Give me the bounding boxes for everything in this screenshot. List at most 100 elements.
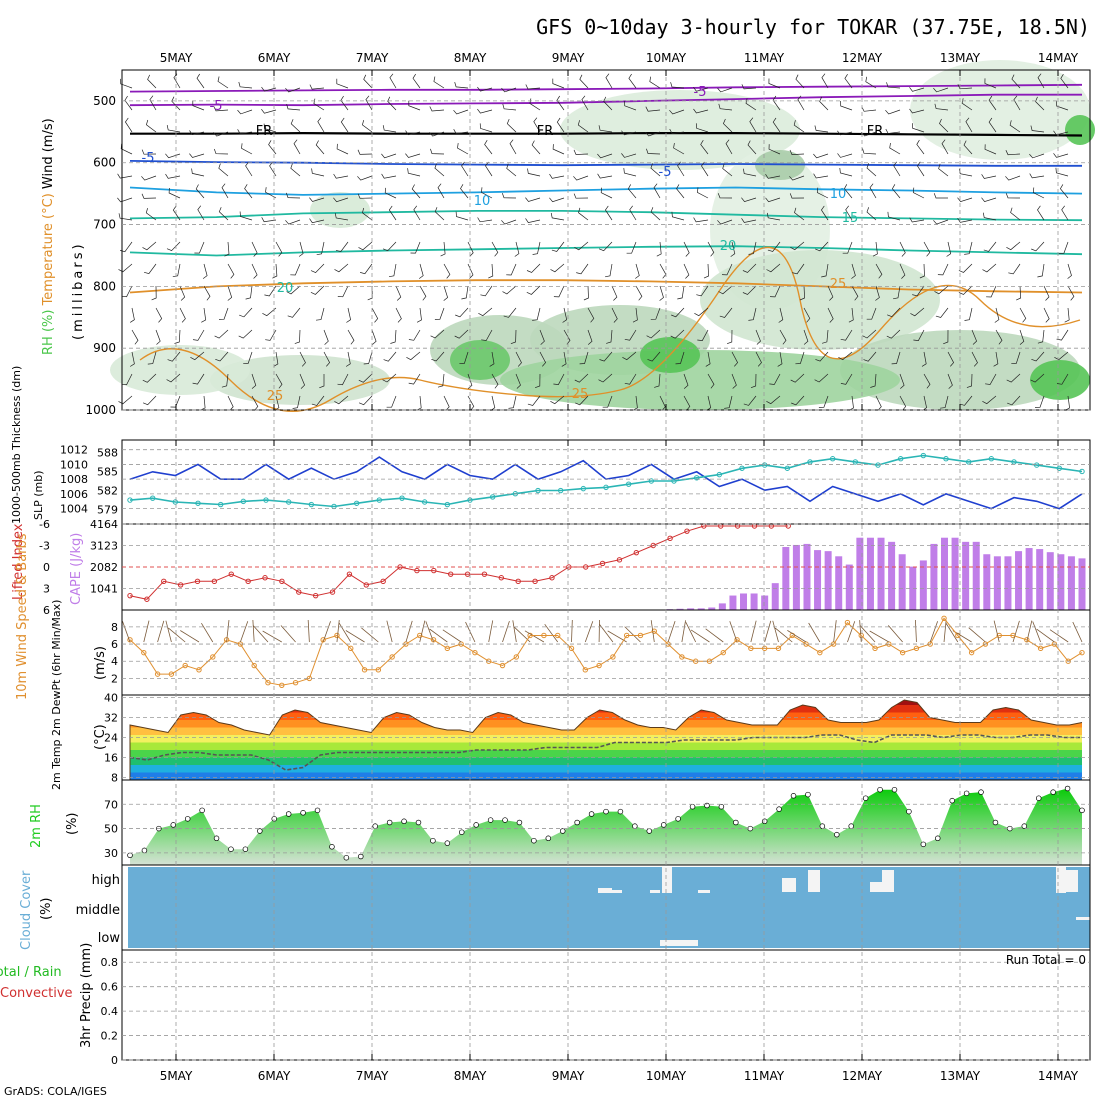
thickness-point: [875, 462, 881, 468]
temperature-band: [130, 700, 1082, 705]
rh-point: [343, 854, 350, 861]
rh-point: [487, 817, 494, 823]
rh-point: [473, 822, 479, 828]
rh-point: [689, 803, 696, 810]
panel-frame-thickness: [121, 439, 1091, 525]
thickness-point: [172, 499, 179, 505]
thickness-point: [149, 495, 156, 501]
rh-point: [459, 829, 465, 835]
rh-point: [733, 819, 739, 826]
lifted-tick: 0: [43, 561, 50, 574]
rh-shade: [1065, 115, 1095, 145]
cloud-level-label: middle: [76, 903, 120, 918]
wind-speed-point: [1079, 649, 1085, 656]
cape-bar: [898, 554, 906, 610]
thickness-point: [285, 499, 292, 505]
lifted-tick: 3: [43, 583, 50, 596]
contour-label: 25: [572, 387, 589, 402]
cloud-cover-bar: [660, 940, 698, 946]
x-tick-bottom: 13MAY: [940, 1069, 981, 1083]
lifted-point: [667, 535, 673, 542]
cape-tick: 2082: [90, 561, 118, 574]
cloud-cover-bar: [662, 867, 672, 893]
cloud-level-label: low: [98, 931, 121, 946]
thickness-point: [444, 501, 451, 508]
cape-bar: [824, 551, 832, 610]
rh-point: [141, 847, 148, 854]
rh-point: [242, 846, 249, 852]
cloud-level-label: high: [92, 873, 120, 888]
cape-bar: [1015, 551, 1023, 610]
temperature-band: [130, 712, 1082, 720]
rh-shade: [700, 250, 940, 350]
rh-point: [170, 822, 177, 828]
lifted-tick: -6: [39, 518, 50, 531]
cloud-cover-bar: [598, 888, 612, 893]
wind-speed-point: [872, 645, 878, 652]
cloud-units: (%): [39, 898, 54, 921]
rh-point: [329, 844, 335, 850]
cape-bar: [845, 564, 853, 610]
wind-tick: 4: [111, 655, 118, 668]
thickness-point: [489, 494, 496, 500]
pressure-tick: 700: [93, 218, 116, 232]
temperature-contour-7: [129, 279, 1083, 294]
cape-bar: [750, 593, 758, 610]
thickness-point: [1033, 462, 1040, 468]
temp-tick: 32: [104, 712, 118, 725]
contour-label: FR: [537, 124, 554, 139]
rh-point: [646, 828, 653, 834]
x-tick-top: 7MAY: [356, 51, 389, 65]
cape-bar: [687, 608, 695, 610]
cape-bar: [972, 541, 980, 610]
cape-bar: [676, 608, 684, 610]
upper-air-ylabel-part: Wind (m/s): [41, 118, 56, 189]
cloud-cover-bar: [698, 890, 710, 893]
rh-point: [776, 806, 782, 812]
wind-speed-point: [817, 649, 823, 656]
lifted-point: [633, 549, 640, 556]
wind-speed-point: [472, 649, 478, 656]
slp-tick: 1004: [60, 503, 88, 516]
temperature-band: [130, 772, 1082, 780]
thickness-point: [784, 465, 791, 471]
rh-point: [805, 791, 811, 798]
rh-shade: [840, 330, 1080, 410]
rh-area: [130, 788, 1082, 865]
x-tick-bottom: 6MAY: [258, 1069, 291, 1083]
rh-point: [213, 835, 220, 842]
x-tick-top: 13MAY: [940, 51, 981, 65]
wind-speed-point: [348, 645, 354, 652]
cape-bar: [835, 556, 843, 610]
upper-air-axis-label: (millibars): [71, 241, 86, 340]
thickness-point: [217, 501, 224, 508]
x-tick-top: 11MAY: [744, 51, 785, 65]
wind-speed-point: [844, 619, 851, 626]
temp-tick: 16: [104, 752, 118, 765]
wind-speed-point: [568, 645, 575, 652]
precip-tick: 0.6: [101, 981, 119, 994]
cape-bar: [993, 556, 1001, 610]
rh-point: [314, 807, 321, 814]
x-tick-top: 10MAY: [646, 51, 687, 65]
pressure-tick: 800: [93, 279, 116, 293]
temperature-band: [130, 735, 1082, 743]
upper-air-ylabel-part: Temperature (°C): [41, 189, 56, 306]
rh-point: [718, 803, 725, 810]
thickness-point: [353, 500, 360, 506]
cape-bar: [740, 593, 748, 610]
thickness-point: [603, 484, 609, 491]
thickness-point: [943, 456, 949, 462]
wind-speed-point: [417, 632, 423, 639]
x-tick-bottom: 14MAY: [1038, 1069, 1079, 1083]
thickness-point: [399, 495, 405, 501]
thickness-tick: 582: [97, 485, 118, 498]
cape-bar: [866, 537, 874, 610]
lifted-tick: 6: [43, 604, 50, 617]
wind-speed-point: [651, 628, 657, 634]
rh-point: [1064, 785, 1071, 792]
rh-point: [617, 808, 624, 815]
temperature-contour-3: [129, 160, 1082, 167]
lifted-tick: -3: [39, 540, 50, 553]
cape-bar: [877, 537, 885, 610]
